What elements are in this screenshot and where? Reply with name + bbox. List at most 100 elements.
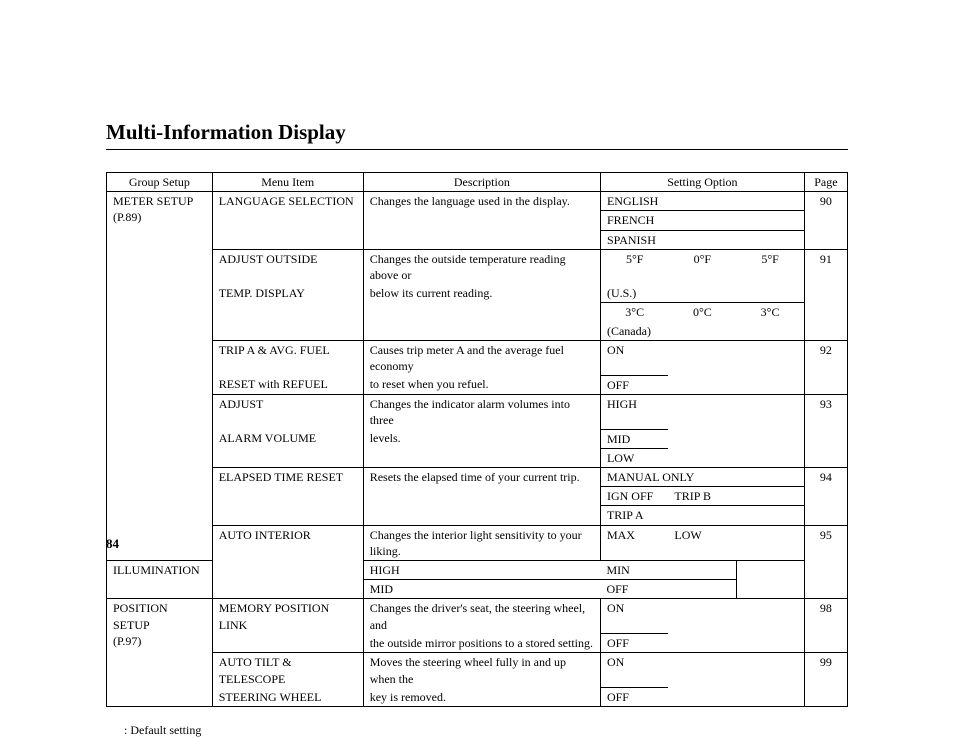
- setting-option: 5°F: [736, 249, 804, 284]
- group-ref: (P.97): [113, 633, 206, 649]
- menu-item: AUTO INTERIOR: [212, 525, 363, 560]
- description: Changes the driver's seat, the steering …: [363, 599, 600, 634]
- settings-table: Group Setup Menu Item Description Settin…: [106, 172, 848, 707]
- page-ref: 91: [804, 249, 847, 340]
- description: the outside mirror positions to a stored…: [363, 634, 600, 653]
- footnote-default-setting: : Default setting: [124, 723, 848, 738]
- setting-option: MAX: [600, 525, 668, 560]
- header-page: Page: [804, 173, 847, 192]
- header-group: Group Setup: [107, 173, 213, 192]
- page-ref: 94: [804, 468, 847, 526]
- setting-option: OFF: [600, 580, 736, 599]
- setting-option: OFF: [600, 375, 668, 394]
- menu-item: MEMORY POSITION LINK: [212, 599, 363, 634]
- menu-item: ALARM VOLUME: [212, 429, 363, 448]
- menu-item: [107, 580, 213, 599]
- setting-option: 0°C: [668, 303, 736, 322]
- table-row: METER SETUP (P.89) LANGUAGE SELECTION Ch…: [107, 192, 848, 211]
- group-label: METER SETUP: [113, 193, 206, 209]
- group-position-setup: POSITION SETUP (P.97): [107, 599, 213, 707]
- setting-option: 0°F: [668, 249, 736, 284]
- menu-item: TEMP. DISPLAY: [212, 284, 363, 303]
- description: key is removed.: [363, 688, 600, 707]
- group-label: POSITION SETUP: [113, 600, 206, 632]
- menu-item: RESET with REFUEL: [212, 375, 363, 394]
- setting-option: IGN OFF: [600, 487, 668, 506]
- menu-item: TRIP A & AVG. FUEL: [212, 340, 363, 375]
- description: Resets the elapsed time of your current …: [363, 468, 600, 526]
- table-row: ADJUST Changes the indicator alarm volum…: [107, 394, 848, 429]
- setting-option: (U.S.): [600, 284, 804, 303]
- setting-option: OFF: [600, 688, 668, 707]
- description: [212, 580, 363, 599]
- description: Changes the language used in the display…: [363, 192, 600, 250]
- header-desc: Description: [363, 173, 600, 192]
- table-row: TRIP A & AVG. FUEL Causes trip meter A a…: [107, 340, 848, 375]
- page-ref: 93: [804, 394, 847, 467]
- page-ref: 99: [804, 653, 847, 707]
- page-number: 84: [106, 536, 119, 552]
- document-page: Multi-Information Display Group Setup Me…: [0, 0, 954, 710]
- table-row: AUTO INTERIOR Changes the interior light…: [107, 525, 848, 560]
- menu-item: [212, 303, 363, 322]
- page-ref: 90: [804, 192, 847, 250]
- table-row: MID OFF: [107, 580, 848, 599]
- setting-option: (Canada): [600, 322, 804, 341]
- empty-cell: [668, 653, 804, 707]
- menu-item: ADJUST OUTSIDE: [212, 249, 363, 284]
- setting-option: 3°C: [600, 303, 668, 322]
- setting-option: LOW: [668, 525, 804, 560]
- page-ref: 92: [804, 340, 847, 394]
- setting-option: MID: [363, 580, 600, 599]
- menu-item: ADJUST: [212, 394, 363, 429]
- description: Causes trip meter A and the average fuel…: [363, 340, 600, 375]
- menu-item: [212, 448, 363, 467]
- description: below its current reading.: [363, 284, 600, 303]
- description: [212, 560, 363, 579]
- table-row: (Canada): [107, 322, 848, 341]
- page-ref: 95: [804, 525, 847, 599]
- title-rule: [106, 149, 848, 150]
- setting-option: ON: [600, 340, 668, 375]
- menu-item: ELAPSED TIME RESET: [212, 468, 363, 526]
- setting-option: LOW: [600, 448, 668, 467]
- page-ref: 98: [804, 599, 847, 653]
- setting-option: FRENCH: [600, 211, 804, 230]
- empty-cell: [668, 394, 804, 467]
- menu-item: [212, 634, 363, 653]
- setting-option: OFF: [600, 634, 668, 653]
- description: [363, 322, 600, 341]
- description: [363, 303, 600, 322]
- table-row: AUTO TILT & TELESCOPE Moves the steering…: [107, 653, 848, 688]
- group-ref: (P.89): [113, 209, 206, 225]
- setting-option: MIN: [600, 560, 736, 579]
- setting-option: 5°F: [600, 249, 668, 284]
- table-row: TEMP. DISPLAY below its current reading.…: [107, 284, 848, 303]
- table-row: ELAPSED TIME RESET Resets the elapsed ti…: [107, 468, 848, 487]
- description: Changes the outside temperature reading …: [363, 249, 600, 284]
- setting-option: TRIP B: [668, 487, 804, 506]
- empty-cell: [668, 506, 804, 525]
- description: Moves the steering wheel fully in and up…: [363, 653, 600, 688]
- setting-option: TRIP A: [600, 506, 668, 525]
- menu-item: [212, 322, 363, 341]
- description: to reset when you refuel.: [363, 375, 600, 394]
- setting-option: HIGH: [363, 560, 600, 579]
- table-row: ADJUST OUTSIDE Changes the outside tempe…: [107, 249, 848, 284]
- page-title: Multi-Information Display: [106, 120, 848, 145]
- group-meter-setup: METER SETUP (P.89): [107, 192, 213, 561]
- setting-option: SPANISH: [600, 230, 804, 249]
- menu-item: STEERING WHEEL: [212, 688, 363, 707]
- header-opt: Setting Option: [600, 173, 804, 192]
- menu-item: LANGUAGE SELECTION: [212, 192, 363, 250]
- header-menu: Menu Item: [212, 173, 363, 192]
- setting-option: ON: [600, 599, 668, 634]
- description: [363, 448, 600, 467]
- table-row: 3°C 0°C 3°C: [107, 303, 848, 322]
- setting-option: HIGH: [600, 394, 668, 429]
- setting-option: MANUAL ONLY: [600, 468, 804, 487]
- table-header-row: Group Setup Menu Item Description Settin…: [107, 173, 848, 192]
- table-row: POSITION SETUP (P.97) MEMORY POSITION LI…: [107, 599, 848, 634]
- setting-option: 3°C: [736, 303, 804, 322]
- setting-option: MID: [600, 429, 668, 448]
